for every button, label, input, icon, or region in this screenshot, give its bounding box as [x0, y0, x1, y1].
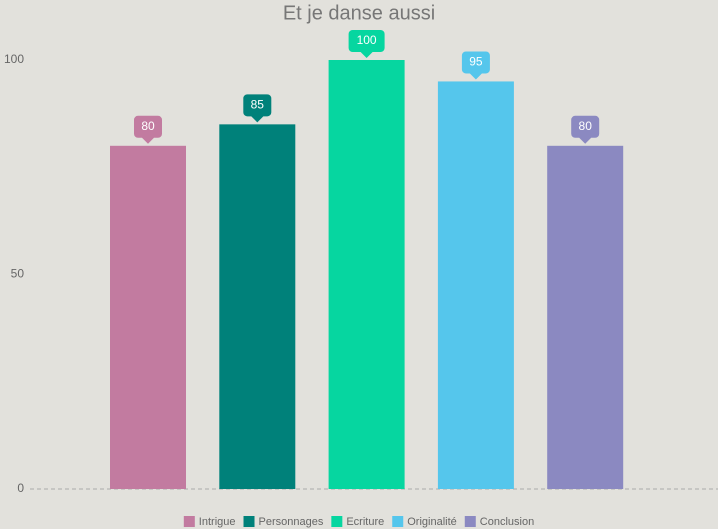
chart-title: Et je danse aussi: [283, 2, 435, 24]
value-label-bubble: [571, 115, 600, 144]
y-tick-label: 100: [4, 52, 24, 66]
y-tick-label: 0: [17, 481, 24, 495]
value-label-bubble: [134, 115, 162, 144]
y-tick-label: 50: [11, 267, 25, 281]
legend-swatch: [243, 516, 255, 527]
value-label: 100: [357, 33, 377, 47]
legend-swatch: [183, 516, 195, 527]
bar: [219, 124, 296, 489]
value-label-bubble: [348, 30, 385, 58]
legend-label: Intrigue: [199, 516, 236, 528]
legend-label: Originalité: [407, 516, 457, 528]
legend-label: Conclusion: [480, 516, 534, 528]
legend-label: Personnages: [259, 516, 324, 528]
value-label-bubble: [243, 94, 272, 123]
value-label: 80: [579, 119, 593, 133]
value-label: 95: [469, 55, 483, 69]
bar: [110, 145, 186, 490]
bar: [328, 60, 405, 489]
bar: [437, 81, 514, 489]
value-label: 85: [251, 98, 265, 112]
legend-swatch: [331, 516, 343, 527]
legend-swatch: [464, 516, 476, 527]
value-label-bubble: [461, 51, 490, 80]
value-label: 80: [141, 119, 155, 133]
legend-label: Ecriture: [346, 516, 384, 528]
legend-swatch: [392, 516, 404, 527]
bar: [547, 145, 624, 490]
